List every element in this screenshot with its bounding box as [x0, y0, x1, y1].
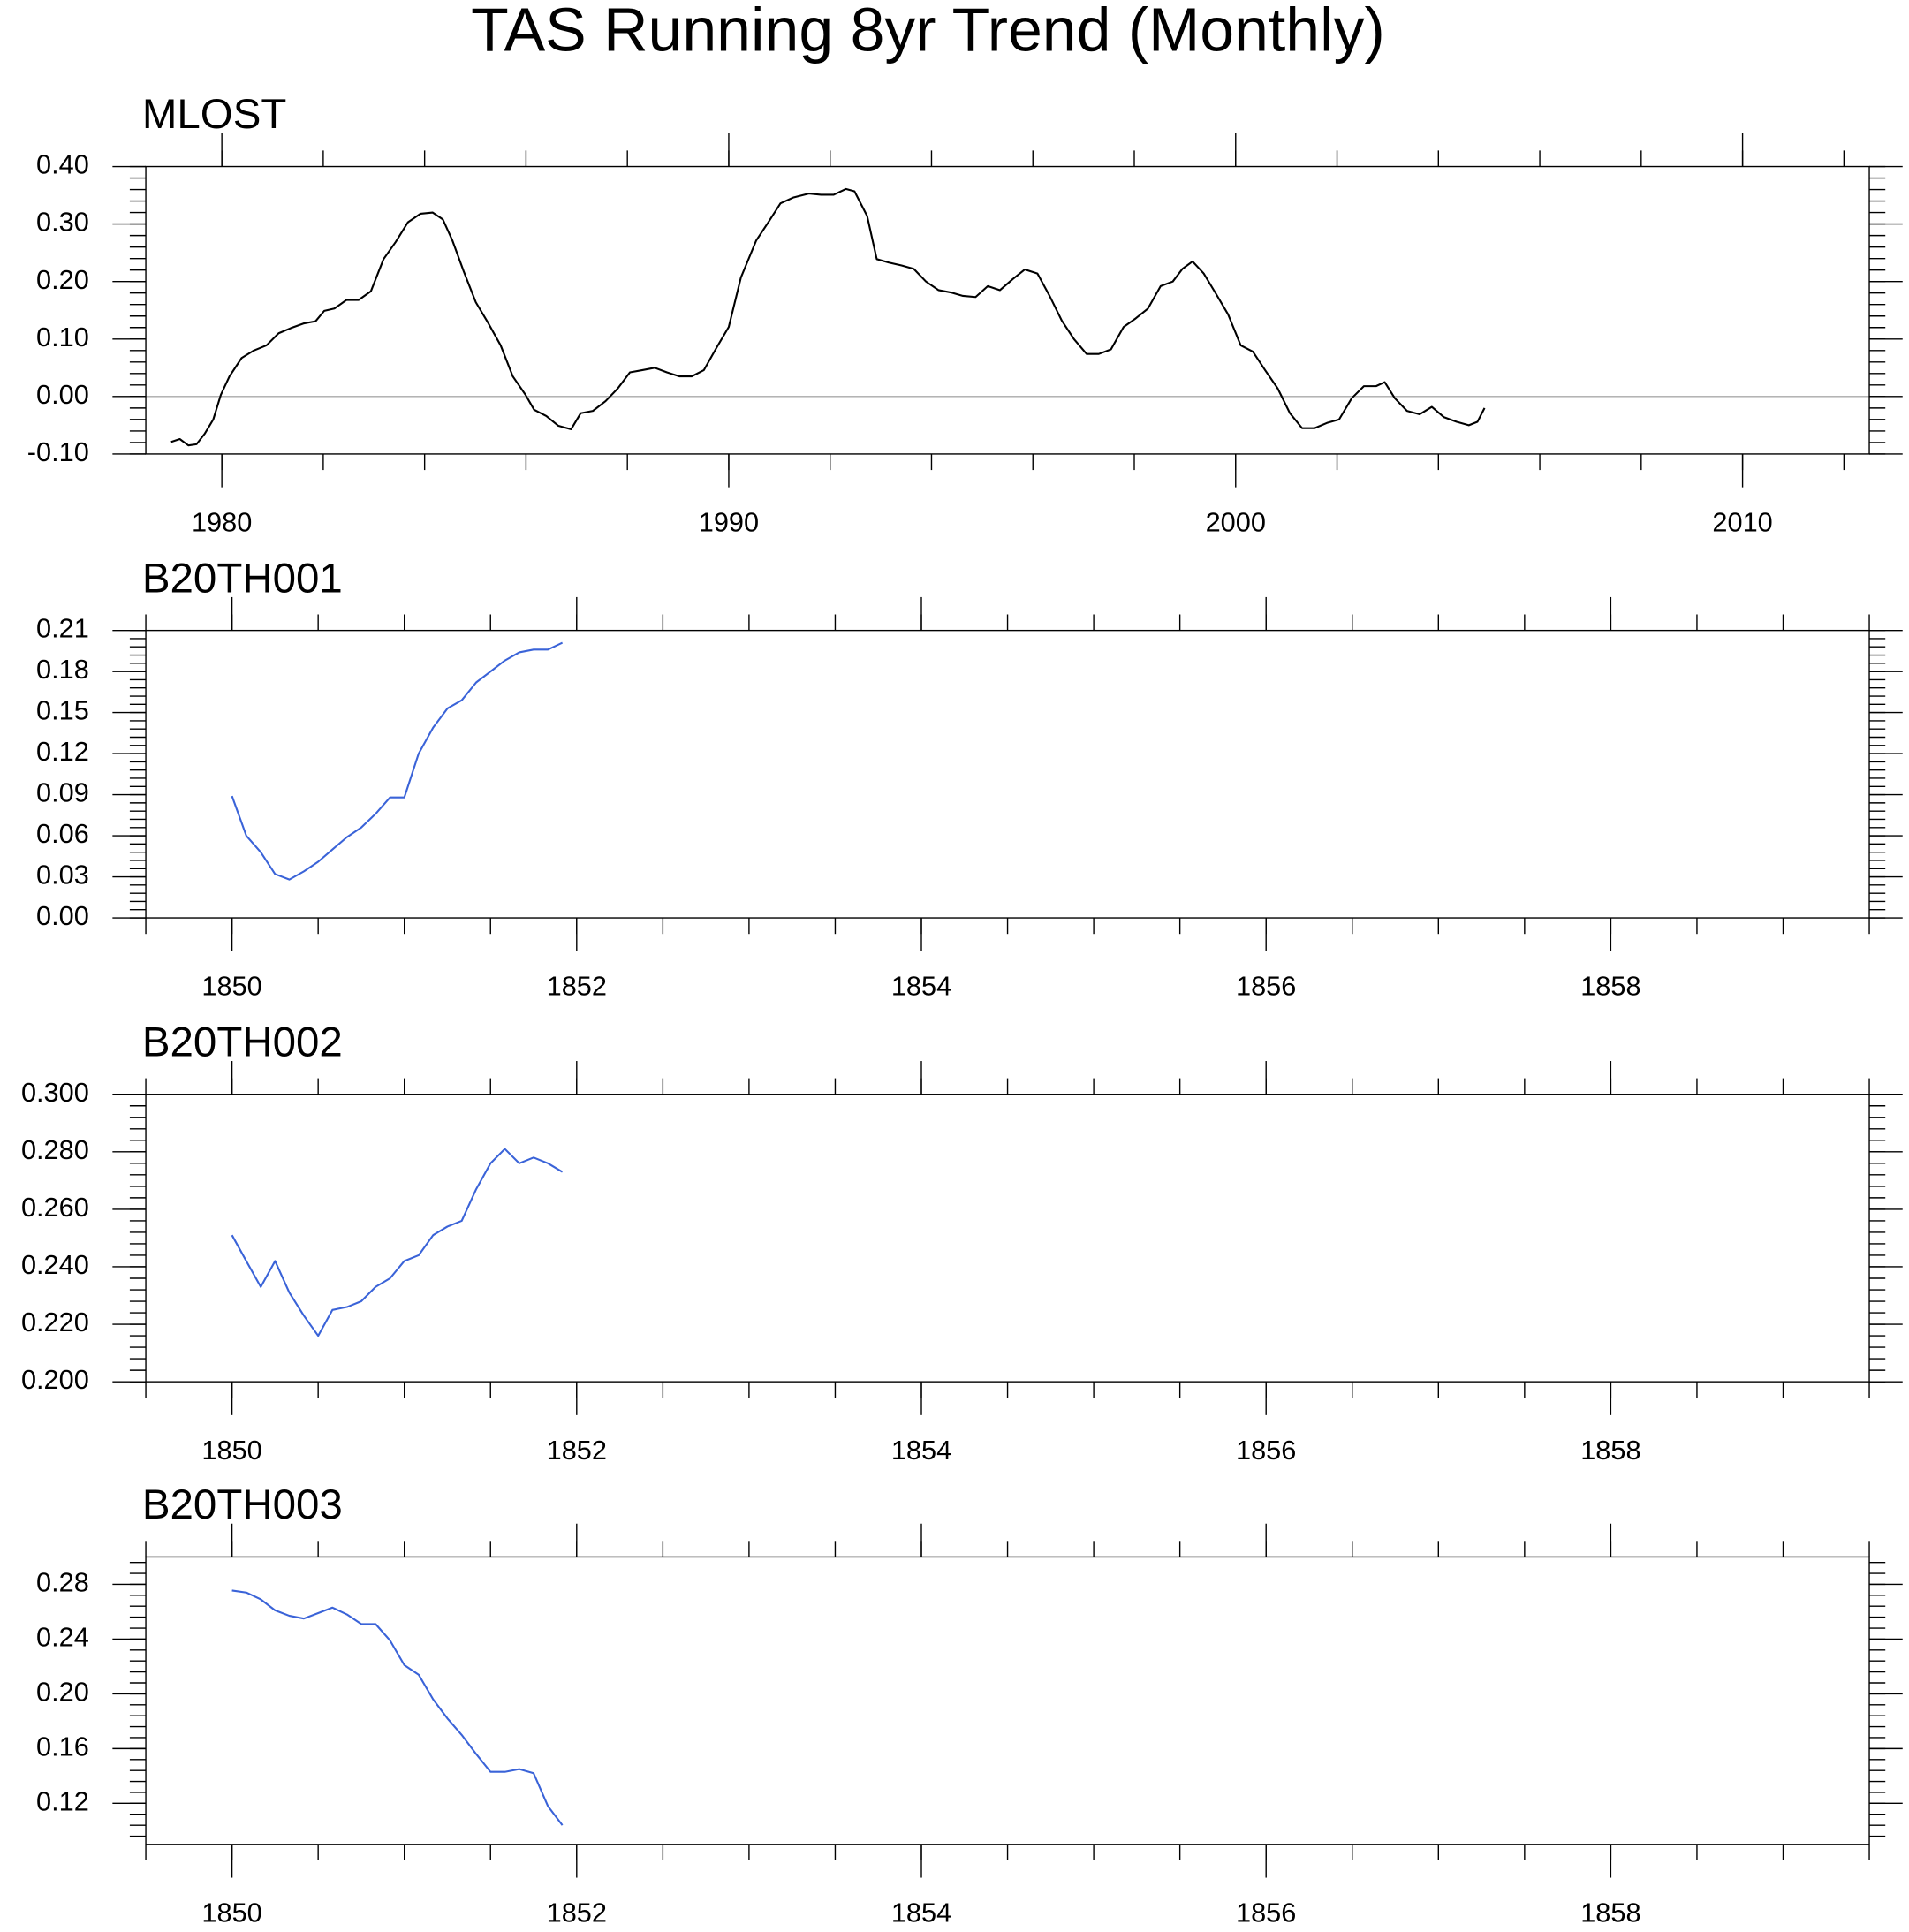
panel: B20TH001 1850 1852 1854 1856 1858 0.00 0.03 0.06… [36, 555, 1903, 1002]
panel: B20TH002 1850 1852 1854 1856 1858 0.200 0.220 0.… [21, 1019, 1903, 1466]
y-tick-label: 0.40 [36, 149, 89, 180]
x-tick-label: 1858 [1580, 971, 1640, 1002]
x-tick-label: 1852 [547, 1898, 607, 1928]
data-line [170, 187, 1486, 447]
plot-frame [145, 629, 1870, 919]
x-tick-label: 1854 [891, 1435, 951, 1466]
x-tick-label: 1852 [547, 1435, 607, 1466]
x-tick-label: 1856 [1236, 1898, 1296, 1928]
y-tick-label: 0.280 [21, 1134, 89, 1165]
x-tick-label: 1854 [891, 1898, 951, 1928]
x-tick-label: 1856 [1236, 971, 1296, 1002]
y-tick-label: 0.260 [21, 1192, 89, 1223]
x-tick-label: 2000 [1206, 507, 1266, 538]
x-tick-label: 1854 [891, 971, 951, 1002]
y-tick-label: 0.00 [36, 379, 89, 410]
x-tick-label: 1858 [1580, 1898, 1640, 1928]
panel-title: B20TH002 [142, 1019, 343, 1065]
y-tick-label: 0.00 [36, 900, 89, 931]
y-tick-label: 0.15 [36, 695, 89, 726]
y-tick-label: 0.10 [36, 322, 89, 352]
y-tick-label: 0.12 [36, 736, 89, 767]
panel: MLOST 1980 1990 2000 2010 -0.10 0.00 0.10 0.20 0.… [27, 91, 1903, 538]
y-tick-label: 0.20 [36, 264, 89, 295]
y-tick-label: -0.10 [27, 436, 89, 467]
x-tick-label: 1856 [1236, 1435, 1296, 1466]
x-tick-label: 1850 [201, 971, 261, 1002]
y-tick-label: 0.12 [36, 1785, 89, 1816]
y-tick-label: 0.20 [36, 1677, 89, 1708]
x-tick-label: 2010 [1712, 507, 1772, 538]
x-tick-label: 1852 [547, 971, 607, 1002]
y-tick-label: 0.09 [36, 777, 89, 808]
y-tick-label: 0.21 [36, 613, 89, 644]
y-tick-label: 0.220 [21, 1307, 89, 1337]
y-tick-label: 0.300 [21, 1077, 89, 1108]
y-tick-label: 0.18 [36, 654, 89, 685]
plot-frame [145, 1094, 1870, 1383]
panel-title: MLOST [142, 91, 287, 138]
data-line [231, 1148, 564, 1337]
plot-frame [145, 1556, 1870, 1845]
plot-frame [145, 165, 1870, 455]
y-tick-label: 0.03 [36, 860, 89, 890]
y-tick-label: 0.30 [36, 207, 89, 238]
y-tick-label: 0.240 [21, 1249, 89, 1280]
y-tick-label: 0.24 [36, 1622, 89, 1653]
y-tick-label: 0.06 [36, 818, 89, 849]
y-tick-label: 0.200 [21, 1364, 89, 1395]
x-tick-label: 1980 [192, 507, 252, 538]
data-line [231, 1589, 564, 1826]
x-tick-label: 1858 [1580, 1435, 1640, 1466]
panel-title: B20TH003 [142, 1481, 343, 1528]
x-tick-label: 1990 [699, 507, 759, 538]
y-tick-label: 0.16 [36, 1731, 89, 1762]
figure-title: TAS Running 8yr Trend (Monthly) [471, 0, 1385, 64]
data-line [231, 641, 564, 881]
x-tick-label: 1850 [201, 1898, 261, 1928]
panel: B20TH003 1850 1852 1854 1856 1858 0.12 0.16 0.20… [36, 1481, 1903, 1928]
y-tick-label: 0.28 [36, 1567, 89, 1598]
x-tick-label: 1850 [201, 1435, 261, 1466]
panel-title: B20TH001 [142, 555, 343, 602]
